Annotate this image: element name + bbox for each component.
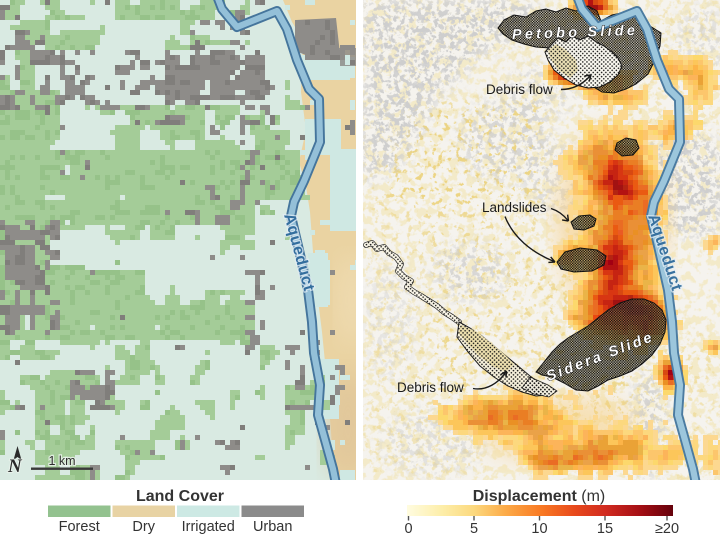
svg-text:Forest: Forest	[59, 519, 100, 535]
svg-text:Debris flow: Debris flow	[397, 380, 464, 395]
svg-text:≥20: ≥20	[655, 521, 679, 537]
svg-text:1 km: 1 km	[48, 454, 75, 468]
svg-text:Petobo Slide: Petobo Slide	[512, 23, 639, 43]
svg-text:Displacement (m): Displacement (m)	[473, 488, 605, 505]
svg-text:15: 15	[597, 521, 613, 537]
svg-text:Debris flow: Debris flow	[486, 82, 553, 97]
svg-text:Irrigated: Irrigated	[182, 519, 235, 535]
svg-text:0: 0	[404, 521, 412, 537]
svg-text:Urban: Urban	[253, 519, 293, 535]
svg-text:10: 10	[531, 521, 547, 537]
svg-text:5: 5	[470, 521, 478, 537]
svg-text:Dry: Dry	[132, 519, 155, 535]
svg-text:Landslides: Landslides	[482, 200, 547, 215]
svg-text:Land Cover: Land Cover	[136, 488, 224, 505]
svg-text:N: N	[7, 456, 23, 477]
